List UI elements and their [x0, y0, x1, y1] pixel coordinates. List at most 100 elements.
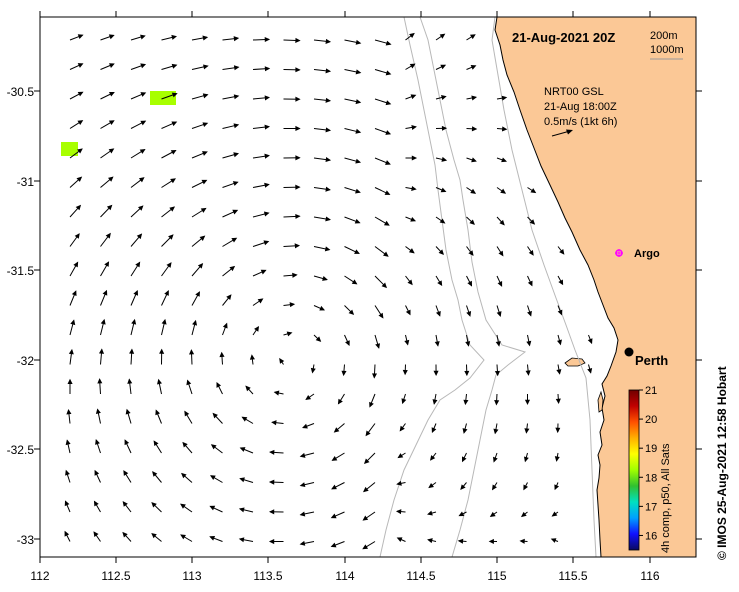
current-arrow: [191, 93, 209, 100]
current-arrow: [305, 393, 315, 401]
current-arrow: [100, 34, 115, 41]
current-arrow: [283, 302, 296, 308]
current-arrow: [404, 334, 410, 346]
current-arrow: [554, 452, 560, 462]
current-arrow: [181, 472, 193, 483]
current-arrow: [191, 151, 208, 159]
colorbar-label: 4h comp, p50, All Sats: [660, 443, 672, 553]
current-arrow: [69, 204, 82, 218]
current-arrow: [191, 207, 207, 218]
current-arrow: [374, 305, 384, 319]
current-arrow: [405, 124, 417, 130]
lon-tick-label: 116: [640, 569, 659, 583]
colorbar-ticks: 21 20 19 18 17 16: [639, 385, 657, 542]
current-arrow: [130, 34, 146, 41]
current-arrow: [268, 539, 284, 545]
current-arrow: [283, 272, 298, 278]
current-arrow: [310, 364, 316, 374]
axis-ticks: [34, 11, 702, 563]
current-arrow: [496, 95, 508, 101]
current-arrow: [100, 318, 106, 336]
current-arrow: [191, 35, 209, 41]
current-arrow: [405, 305, 411, 316]
current-arrow: [125, 408, 132, 424]
current-arrow: [182, 441, 193, 454]
argo-marker[interactable]: [615, 249, 623, 257]
current-arrow: [466, 65, 477, 70]
current-arrow: [283, 331, 293, 337]
current-arrow: [550, 538, 559, 543]
current-arrow: [239, 477, 254, 483]
map-title: 21-Aug-2021 20Z: [512, 30, 615, 45]
current-arrow: [189, 349, 195, 365]
current-arrow: [191, 235, 206, 247]
current-arrow: [283, 125, 301, 131]
current-arrow: [313, 305, 326, 311]
current-arrow: [249, 354, 255, 365]
current-arrow: [124, 439, 132, 454]
current-arrow: [130, 289, 139, 306]
current-arrow: [496, 275, 503, 287]
current-arrow: [252, 325, 260, 336]
current-arrow: [222, 265, 236, 277]
current-arrow: [129, 348, 135, 365]
current-arrow: [130, 261, 141, 277]
sst-colorbar: [628, 389, 640, 551]
current-arrow: [374, 157, 391, 165]
current-arrow: [100, 204, 113, 218]
garden-island: [597, 390, 604, 413]
current-arrow: [344, 305, 355, 316]
current-arrow: [283, 213, 301, 219]
land-mass: [494, 17, 696, 557]
current-arrow: [186, 379, 193, 395]
current-arrow: [252, 240, 270, 247]
current-arrow: [331, 482, 345, 490]
current-arrow: [523, 482, 529, 491]
current-arrow: [151, 501, 162, 513]
lat-tick-label: -30.5: [7, 85, 35, 99]
current-arrow: [362, 541, 376, 550]
current-arrow: [161, 92, 178, 100]
current-arrow: [462, 452, 467, 463]
current-arrow: [69, 319, 76, 336]
current-arrow: [466, 34, 476, 41]
current-arrow: [435, 64, 447, 70]
current-arrow: [435, 33, 446, 41]
current-arrow: [374, 39, 392, 46]
current-arrow: [252, 211, 270, 218]
lon-tick-label: 114: [335, 569, 354, 583]
current-arrow: [344, 187, 361, 194]
current-arrow: [191, 319, 198, 336]
current-arrow: [344, 216, 361, 224]
colorbar-tick-label: 17: [645, 501, 657, 513]
lat-tick-label: -33: [17, 533, 35, 547]
current-arrow: [67, 378, 73, 394]
current-arrow: [405, 186, 417, 192]
current-arrow: [344, 275, 358, 285]
current-arrow: [161, 318, 167, 336]
current-arrow: [222, 181, 239, 188]
current-arrow: [100, 63, 115, 70]
current-arrow: [313, 157, 332, 163]
current-arrow: [496, 157, 507, 163]
current-arrow: [374, 246, 389, 257]
current-arrow: [97, 378, 103, 395]
perth-marker[interactable]: [624, 347, 634, 357]
current-arrow: [252, 124, 271, 130]
current-arrow: [435, 275, 443, 287]
current-arrow: [95, 439, 101, 454]
current-arrow: [554, 482, 560, 491]
current-arrow: [130, 120, 147, 129]
current-arrow: [526, 334, 532, 347]
current-arrow: [69, 63, 84, 70]
current-arrow: [496, 216, 505, 226]
current-arrow: [369, 393, 376, 408]
current-arrow: [122, 531, 132, 542]
credit-text: © IMOS 25-Aug-2021 12:58 Hobart: [715, 366, 729, 560]
current-arrow: [222, 209, 239, 218]
current-arrow: [69, 290, 77, 306]
lon-tick-label: 113.5: [253, 569, 282, 583]
current-arrow: [161, 121, 178, 129]
current-arrow: [465, 334, 471, 347]
